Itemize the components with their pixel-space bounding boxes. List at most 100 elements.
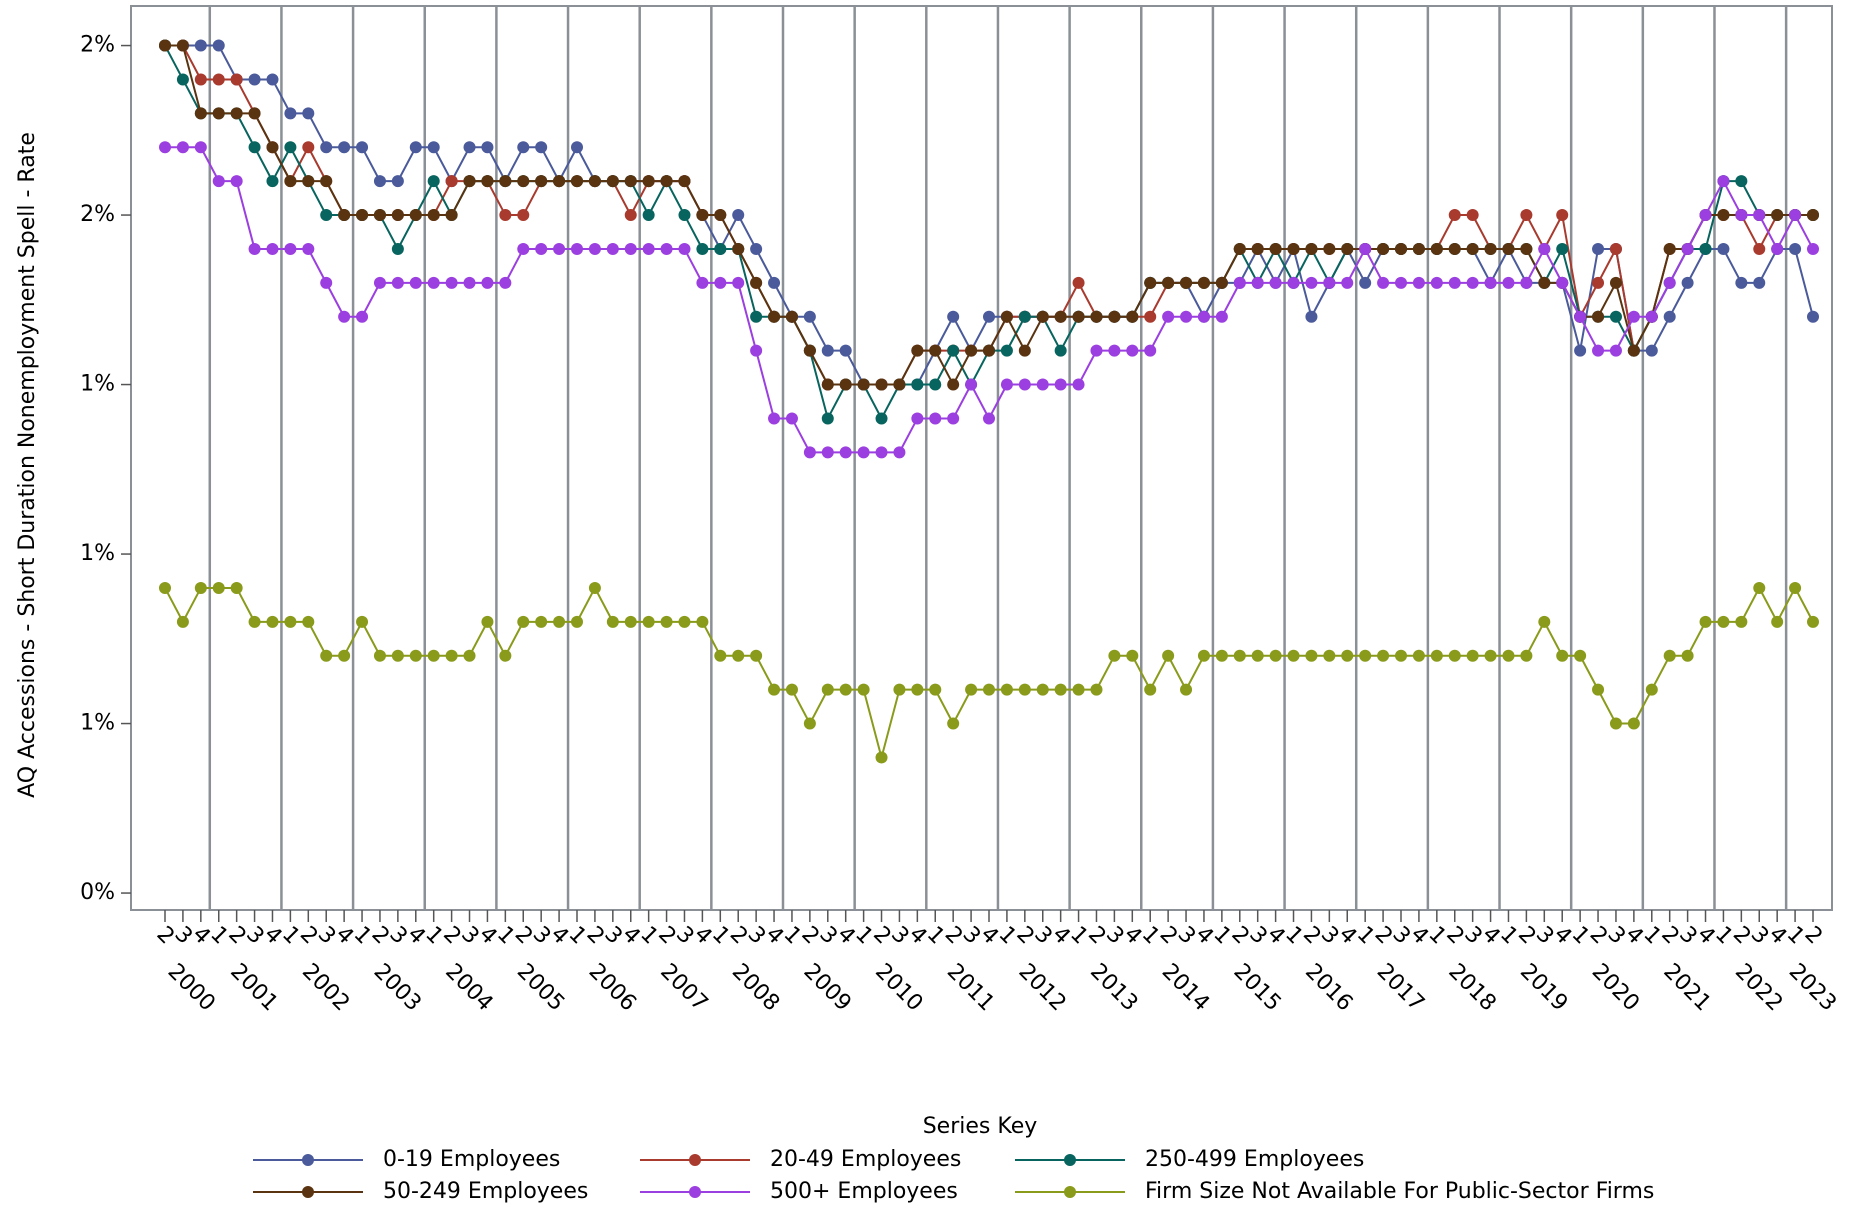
year-label: 2007: [655, 959, 712, 1016]
data-point: [1681, 242, 1694, 255]
data-point: [1036, 378, 1049, 391]
data-point: [356, 141, 369, 154]
data-point: [284, 175, 297, 188]
data-point: [356, 615, 369, 628]
data-point: [320, 175, 333, 188]
data-point: [875, 412, 888, 425]
year-label: 2018: [1443, 959, 1500, 1016]
data-point: [427, 276, 440, 289]
data-point: [678, 615, 691, 628]
data-point: [875, 751, 888, 764]
data-point: [1054, 378, 1067, 391]
data-point: [1180, 683, 1193, 696]
data-point: [1574, 310, 1587, 323]
data-point: [481, 615, 494, 628]
data-point: [553, 175, 566, 188]
data-point: [1807, 242, 1819, 255]
data-point: [1144, 344, 1157, 357]
data-point: [1395, 649, 1407, 662]
year-label: 2021: [1658, 959, 1715, 1016]
data-point: [1574, 344, 1587, 357]
data-point: [1771, 615, 1784, 628]
data-point: [499, 175, 512, 188]
data-point: [1663, 649, 1676, 662]
data-point: [1592, 344, 1605, 357]
plot-frame: [130, 5, 1833, 911]
data-point: [1215, 276, 1228, 289]
data-point: [947, 344, 960, 357]
data-point: [1412, 276, 1425, 289]
data-point: [696, 242, 709, 255]
data-point: [1072, 378, 1085, 391]
data-point: [1054, 683, 1067, 696]
data-point: [1162, 310, 1175, 323]
year-label: 2020: [1587, 959, 1644, 1016]
data-point: [1287, 649, 1300, 662]
data-point: [929, 683, 942, 696]
data-point: [768, 310, 781, 323]
data-point: [660, 175, 673, 188]
data-point: [1000, 378, 1013, 391]
data-point: [481, 175, 494, 188]
data-point: [535, 141, 548, 154]
data-point: [445, 209, 458, 222]
data-point: [356, 310, 369, 323]
legend-label: 0-19 Employees: [383, 1147, 560, 1172]
year-label: 2009: [799, 959, 856, 1016]
data-point: [911, 344, 924, 357]
data-point: [1215, 649, 1228, 662]
data-point: [212, 39, 225, 52]
data-point: [1771, 242, 1784, 255]
data-point: [750, 344, 763, 357]
data-point: [517, 615, 530, 628]
data-point: [1663, 276, 1676, 289]
data-point: [714, 209, 727, 222]
data-point: [302, 141, 315, 154]
data-point: [1430, 649, 1443, 662]
data-point: [338, 649, 351, 662]
data-point: [391, 242, 404, 255]
data-point: [1305, 276, 1318, 289]
data-point: [1753, 581, 1766, 594]
legend-label: 20-49 Employees: [770, 1147, 961, 1172]
data-point: [1699, 209, 1712, 222]
data-point: [248, 107, 261, 120]
data-point: [1323, 242, 1336, 255]
data-point: [732, 276, 745, 289]
data-point: [1609, 344, 1622, 357]
data-point: [535, 175, 548, 188]
data-point: [571, 141, 583, 154]
y-tick-label: 1%: [80, 372, 115, 397]
data-point: [320, 141, 333, 154]
data-point: [983, 344, 995, 357]
data-point: [266, 141, 279, 154]
data-point: [1090, 683, 1103, 696]
data-point: [373, 209, 386, 222]
data-point: [1377, 276, 1390, 289]
data-point: [750, 242, 763, 255]
data-point: [875, 446, 888, 459]
data-point: [1090, 344, 1103, 357]
data-point: [1018, 683, 1031, 696]
data-point: [606, 175, 619, 188]
data-point: [1681, 649, 1694, 662]
data-point: [714, 242, 727, 255]
data-point: [1000, 344, 1013, 357]
legend-marker: [689, 1186, 701, 1198]
data-point: [1466, 242, 1479, 255]
data-point: [821, 344, 834, 357]
data-point: [1341, 649, 1354, 662]
data-point: [1395, 276, 1407, 289]
data-point: [1609, 310, 1622, 323]
legend-marker: [302, 1186, 314, 1198]
data-point: [857, 378, 870, 391]
data-point: [499, 649, 512, 662]
data-point: [893, 446, 906, 459]
data-point: [1592, 276, 1605, 289]
data-point: [965, 378, 978, 391]
data-point: [248, 73, 261, 86]
data-point: [1448, 276, 1461, 289]
data-point: [1484, 242, 1497, 255]
y-tick-label: 2%: [80, 33, 115, 58]
